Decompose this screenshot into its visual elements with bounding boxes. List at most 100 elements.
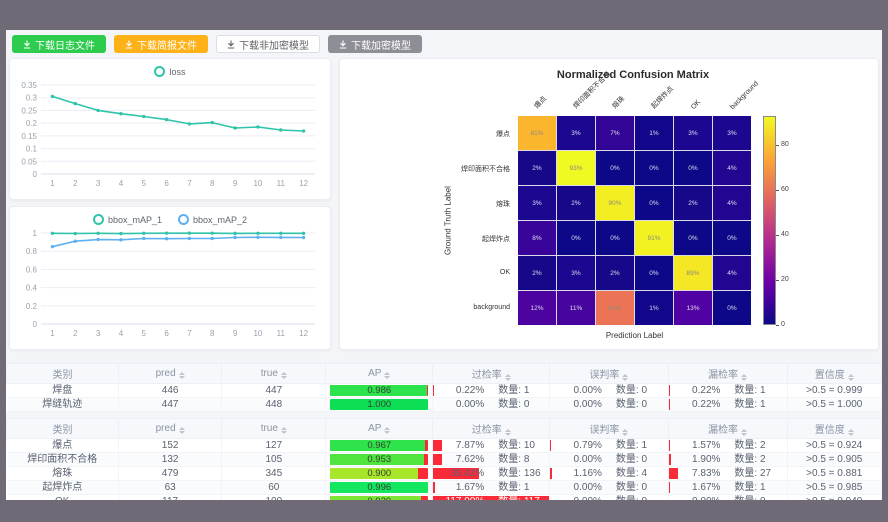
sort-icon[interactable] [178,427,185,434]
x-tick-label: 12 [299,179,308,188]
colorbar-tick-label: 60 [781,186,789,194]
sort-icon[interactable] [504,429,511,436]
rate-bar [668,468,678,479]
true-cell: 345 [221,466,327,481]
ap-cell: 0.953 [325,452,434,467]
matrix-cell: 3% [557,116,595,150]
y-tick-label: 0.35 [21,81,37,90]
data-point [210,120,214,125]
rate-value: 0.00%数量: 0 [550,495,667,500]
sort-icon[interactable] [847,429,854,436]
column-header[interactable]: 置信度 [786,363,882,384]
column-header[interactable]: true [221,418,327,439]
download-log-button[interactable]: 下载日志文件 [12,35,106,53]
column-header[interactable]: pred [117,418,223,439]
x-tick-label: 6 [164,329,169,338]
matrix-cell: 1% [635,291,673,325]
data-point [73,231,77,236]
column-header[interactable]: 漏检率 [667,363,788,384]
sort-icon[interactable] [741,374,747,381]
map-chart-legend: bbox_mAP_1 bbox_mAP_2 [10,207,330,225]
column-header[interactable]: AP [325,363,434,384]
sort-icon[interactable] [384,427,391,434]
sort-icon[interactable] [280,427,287,434]
rate-bar [433,482,436,493]
matrix-column-label: 爆点 [533,95,549,111]
matrix-cell: 0% [635,186,673,220]
ap-bar: 0.929 [330,496,429,500]
matrix-cell: 0% [635,256,673,290]
over-detect-cell: 7.87% 数量: 10 [432,438,551,453]
y-tick-label: 0 [33,170,38,179]
column-header[interactable]: AP [325,418,434,439]
over-detect-cell: 0.22% 数量: 1 [432,383,551,398]
download-encrypted-model-button[interactable]: 下载加密模型 [328,35,422,53]
colorbar-tick-label: 0 [781,321,785,328]
sort-icon[interactable] [847,374,854,381]
data-point [119,112,123,116]
download-plain-model-button[interactable]: 下载非加密模型 [216,35,320,53]
data-point [142,236,146,241]
sort-icon[interactable] [504,374,511,381]
data-point [164,231,169,235]
mis-judge-cell: 0.79% 数量: 1 [549,438,669,453]
data-point [96,237,100,242]
column-header[interactable]: true [221,363,327,384]
mis-judge-cell: 1.16% 数量: 4 [549,466,669,481]
loss-chart-card: loss 0 0.05 0.1 0.15 0.2 0.25 0.3 0.35 1 2 3 4 5 6 7 8 9… [9,58,331,200]
legend-label: loss [169,66,186,77]
pred-cell: 446 [118,383,223,398]
sort-icon[interactable] [384,372,391,379]
legend-label: bbox_mAP_1 [107,214,162,225]
download-icon [23,40,31,49]
rate-value: 0.22% 数量: 1 [692,399,766,410]
rate-bar [668,482,671,493]
sort-icon[interactable] [178,372,185,379]
x-tick-label: 9 [233,179,238,188]
confidence-cell: >0.5 = 0.924 [787,438,882,453]
x-tick-label: 1 [50,179,55,188]
x-tick-label: 11 [277,179,286,188]
download-report-button[interactable]: 下载简报文件 [114,35,208,53]
column-header[interactable]: 误判率 [549,363,669,384]
matrix-cell: 0% [557,221,595,255]
rate-bar [433,440,443,451]
ap-bar: 0.996 [330,482,429,493]
legend-label: bbox_mAP_2 [193,214,248,225]
rate-bar [433,496,549,500]
column-header[interactable]: 过检率 [432,418,551,439]
matrix-x-axis-label: Prediction Label [605,331,664,340]
colorbar-tick-label: 20 [781,276,789,284]
matrix-cell: 2% [518,256,556,290]
column-header[interactable]: 过检率 [432,363,551,384]
table-row: 焊印面积不合格 132 105 0.953 7.62% 数量: 8 0.00% 数量: 0 1.… [6,452,882,467]
sort-icon[interactable] [622,374,629,381]
column-header[interactable]: 漏检率 [667,418,788,439]
data-point [73,101,77,106]
y-tick-label: 0.25 [21,106,37,115]
legend-item-loss[interactable]: loss [154,66,186,77]
x-tick-label: 9 [233,329,238,338]
matrix-cell: 4% [713,186,751,220]
legend-item-bbox-map-1[interactable]: bbox_mAP_1 [92,214,162,225]
y-tick-label: 0.2 [26,119,38,128]
legend-item-bbox-map-2[interactable]: bbox_mAP_2 [178,214,247,225]
column-header: 类别 [6,363,119,384]
sort-icon[interactable] [280,372,287,379]
x-tick-label: 2 [73,329,78,338]
column-header[interactable]: pred [117,363,223,384]
ap-bar: 0.953 [330,454,429,465]
true-cell: 60 [221,480,327,495]
matrix-row-label: 爆点 [496,131,510,138]
column-header[interactable]: 误判率 [549,418,669,439]
column-header[interactable]: 置信度 [786,418,882,439]
sort-icon[interactable] [741,429,747,436]
y-tick-label: 0.6 [26,265,38,274]
x-tick-label: 3 [96,329,101,338]
sort-icon[interactable] [622,429,629,436]
matrix-cell: 89% [674,256,712,290]
confusion-matrix-card: Normalized Confusion Matrix 爆点 焊印面积不合格 熔珠起… [339,58,879,350]
pred-cell: 152 [118,438,223,453]
matrix-cell: 91% [635,221,673,255]
table-row: OK1171000.929117.00%数量: 1170.00%数量: 00.0… [6,494,882,500]
